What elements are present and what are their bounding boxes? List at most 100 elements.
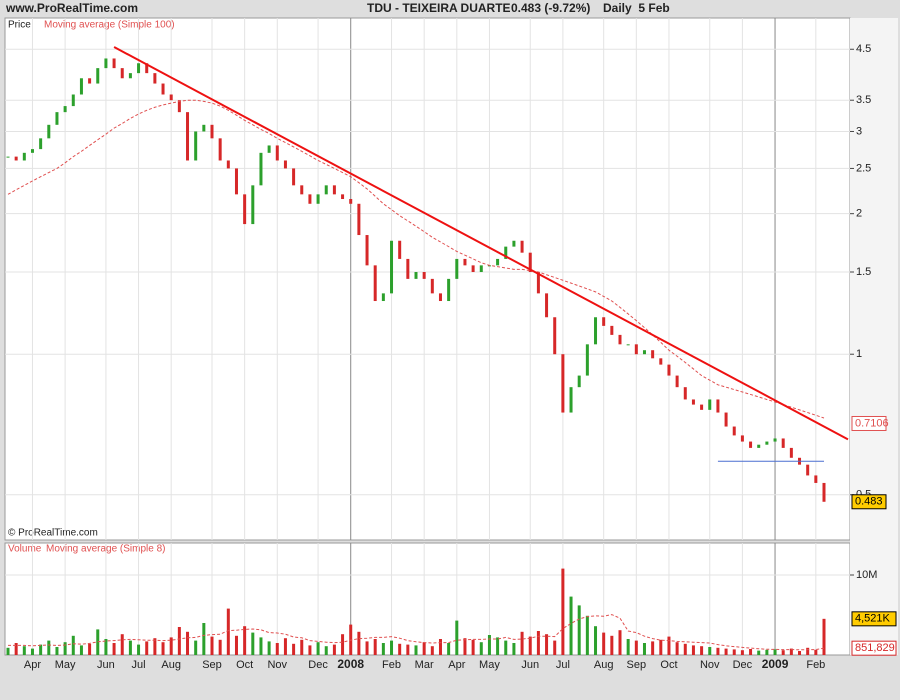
volume-bar <box>773 649 777 655</box>
badge-label: 851,829 <box>855 642 895 654</box>
price-bar <box>683 387 687 400</box>
price-bar <box>634 344 638 355</box>
price-bar <box>300 185 304 195</box>
price-bar <box>161 83 165 95</box>
volume-bar <box>577 605 581 655</box>
price-bar <box>749 441 753 448</box>
legend-volume: Volume <box>8 544 42 555</box>
x-tick-label: May <box>55 659 76 671</box>
volume-bar <box>381 643 385 655</box>
volume-bar <box>251 632 255 655</box>
price-bar <box>569 387 573 413</box>
volume-bar <box>545 634 549 655</box>
volume-bar <box>749 649 753 655</box>
volume-bar <box>300 639 304 655</box>
volume-bar <box>104 639 108 655</box>
price-bar <box>145 63 149 74</box>
volume-bar <box>675 642 679 655</box>
volume-bar <box>814 649 818 655</box>
volume-bar <box>618 630 622 655</box>
x-tick-label: Feb <box>806 659 825 671</box>
x-tick-label: Mar <box>415 659 434 671</box>
volume-bar <box>716 647 720 655</box>
volume-bar <box>520 631 524 655</box>
price-bar <box>71 94 75 107</box>
price-bar <box>740 435 744 442</box>
volume-bar <box>186 631 190 655</box>
price-bar <box>308 194 312 204</box>
price-bar <box>422 272 426 279</box>
volume-bar <box>267 641 271 655</box>
volume-bar <box>357 631 361 655</box>
y-tick-label: 3.5 <box>856 94 871 106</box>
volume-bar <box>496 637 500 655</box>
x-tick-label: Jul <box>132 659 146 671</box>
volume-bar <box>626 639 630 655</box>
price-bar <box>675 375 679 388</box>
price-bar <box>96 68 100 84</box>
volume-bar <box>169 637 173 655</box>
moving-average <box>7 99 825 419</box>
price-bar <box>520 240 524 253</box>
volume-bar <box>39 644 43 655</box>
price-bar <box>194 131 198 161</box>
price-bar <box>275 145 279 161</box>
price-bar <box>22 152 26 161</box>
volume-bar <box>700 646 704 655</box>
volume-bar <box>798 651 802 655</box>
right-axis <box>850 18 898 655</box>
legend-ma: Moving average (Simple 100) <box>44 20 175 31</box>
site: www.ProRealTime.com <box>5 1 138 15</box>
volume-bar <box>324 646 328 655</box>
volume-bar <box>430 646 434 655</box>
price-bar <box>259 152 263 186</box>
price-bar <box>234 168 238 195</box>
volume-bar <box>659 639 663 655</box>
price-bar <box>806 464 810 476</box>
price-bar <box>765 441 769 445</box>
volume-bar <box>512 643 516 655</box>
price-bar <box>251 185 255 225</box>
volume-bar <box>789 648 793 655</box>
price-bar <box>585 344 589 376</box>
x-tick-label: Dec <box>308 659 328 671</box>
price-bar <box>104 58 108 69</box>
price-bar <box>455 258 459 279</box>
x-tick-label: Aug <box>161 659 181 671</box>
price-bar <box>79 78 83 95</box>
price-bar <box>316 194 320 204</box>
volume-bar <box>536 631 540 655</box>
y-tick-label: 1 <box>856 348 862 360</box>
volume-bar <box>471 639 475 655</box>
volume-bar <box>651 641 655 655</box>
price-bar <box>659 358 663 365</box>
volume-bar <box>63 642 67 655</box>
price-bar <box>814 475 818 483</box>
symbol: TDU - TEIXEIRA DUARTE <box>367 1 511 15</box>
volume-bar <box>22 646 26 655</box>
volume-bar <box>226 608 230 655</box>
price-bar <box>430 278 434 294</box>
volume-bar <box>422 642 426 655</box>
y-tick-label: 10M <box>856 569 877 581</box>
x-tick-label: Sep <box>627 659 647 671</box>
price-bar <box>691 399 695 405</box>
price-bar <box>700 404 704 410</box>
volume-bar <box>88 643 92 655</box>
price-bar <box>349 199 353 204</box>
x-tick-label: 2008 <box>337 657 364 671</box>
x-tick-label: Nov <box>700 659 720 671</box>
volume-bar <box>447 643 451 655</box>
price-bar <box>6 156 10 158</box>
price-bar <box>479 265 483 273</box>
price-bar <box>781 438 785 448</box>
price-bar <box>55 112 59 125</box>
price-bar <box>88 78 92 84</box>
price-bar <box>545 293 549 318</box>
badge <box>851 611 897 627</box>
price-bar <box>283 160 287 169</box>
volume-bar <box>398 643 402 655</box>
price-bar <box>357 203 361 236</box>
volume-bar <box>177 627 181 655</box>
